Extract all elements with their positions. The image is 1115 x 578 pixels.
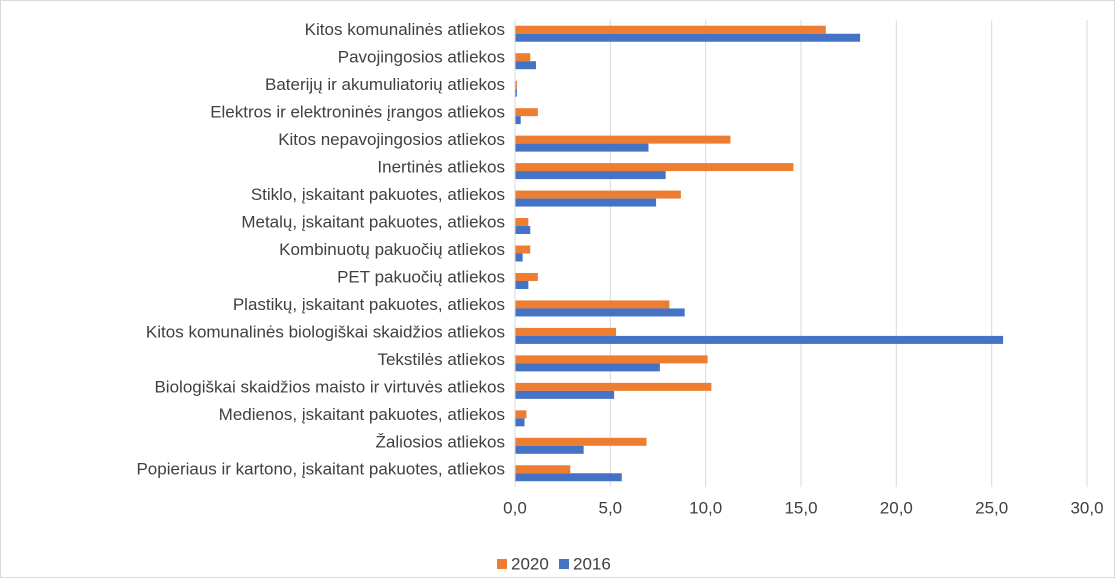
bar — [515, 190, 681, 199]
x-tick-label: 25,0 — [975, 498, 1008, 517]
y-tick-label: Tekstilės atliekos — [377, 350, 505, 369]
legend-label: 2016 — [573, 554, 611, 573]
bar — [515, 382, 712, 391]
x-tick-label: 20,0 — [880, 498, 913, 517]
bar — [515, 327, 617, 336]
bar — [515, 300, 670, 309]
bar — [515, 218, 529, 227]
y-tick-label: Metalų, įskaitant pakuotes, atliekos — [241, 213, 505, 232]
bar — [515, 80, 517, 89]
bar — [515, 445, 584, 454]
bar — [515, 61, 536, 70]
y-tick-label: Kombinuotų pakuočių atliekos — [279, 240, 505, 259]
bar — [515, 410, 527, 419]
bar — [515, 53, 531, 62]
bar — [515, 245, 531, 254]
bar — [515, 108, 538, 117]
y-tick-label: Pavojingosios atliekos — [338, 48, 505, 67]
bar — [515, 308, 685, 317]
y-tick-label: Popieriaus ir kartono, įskaitant pakuote… — [136, 460, 505, 479]
legend-label: 2020 — [511, 554, 549, 573]
bar — [515, 363, 660, 372]
legend-swatch — [497, 559, 507, 569]
bar — [515, 280, 529, 289]
bar — [515, 25, 826, 34]
bar — [515, 135, 731, 144]
bar — [515, 163, 794, 172]
bar — [515, 88, 517, 97]
y-tick-label: Medienos, įskaitant pakuotes, atliekos — [219, 405, 505, 424]
y-tick-label: Žaliosios atliekos — [376, 432, 505, 451]
x-tick-label: 0,0 — [503, 498, 527, 517]
bar — [515, 198, 657, 207]
y-tick-label: Kitos nepavojingosios atliekos — [278, 130, 505, 149]
y-tick-label: Kitos komunalinės biologiškai skaidžios … — [146, 322, 505, 341]
x-tick-label: 5,0 — [599, 498, 623, 517]
bar — [515, 335, 1004, 344]
bar — [515, 355, 708, 364]
bar — [515, 253, 523, 262]
bar — [515, 418, 525, 427]
bar — [515, 116, 521, 125]
y-tick-label: Elektros ir elektroninės įrangos atlieko… — [210, 103, 505, 122]
bar — [515, 272, 538, 281]
y-tick-label: Baterijų ir akumuliatorių atliekos — [265, 75, 505, 94]
x-tick-label: 10,0 — [689, 498, 722, 517]
y-tick-label: PET pakuočių atliekos — [337, 267, 505, 286]
y-tick-label: Biologiškai skaidžios maisto ir virtuvės… — [154, 377, 505, 396]
bar — [515, 143, 649, 152]
y-tick-label: Kitos komunalinės atliekos — [305, 20, 505, 39]
y-tick-label: Inertinės atliekos — [377, 158, 505, 177]
x-tick-label: 15,0 — [784, 498, 817, 517]
bar — [515, 465, 571, 474]
y-tick-label: Plastikų, įskaitant pakuotes, atliekos — [233, 295, 505, 314]
y-tick-label: Stiklo, įskaitant pakuotes, atliekos — [251, 185, 505, 204]
x-tick-label: 30,0 — [1070, 498, 1103, 517]
bar — [515, 437, 647, 446]
legend-swatch — [559, 559, 569, 569]
bar — [515, 33, 861, 42]
bar — [515, 226, 531, 235]
bar — [515, 390, 615, 399]
bar — [515, 171, 666, 180]
bar — [515, 473, 622, 482]
